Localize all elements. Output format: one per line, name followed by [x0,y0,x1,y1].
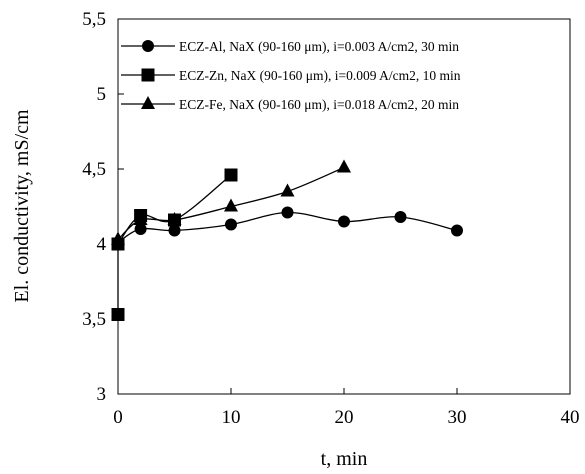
x-tick-label: 30 [448,407,467,428]
x-tick-label: 10 [222,407,241,428]
data-point-circle [338,215,350,228]
y-tick-label: 5,5 [82,9,106,30]
legend-label: ECZ-Fe, NaX (90-160 μm), i=0.018 A/cm2, … [179,97,459,112]
data-point-circle [134,223,147,235]
x-axis-label: t, min [321,448,368,470]
data-point-triangle [133,212,148,225]
data-point-triangle [337,159,351,173]
y-axis-label: El. conductivity, mS/cm [11,109,33,303]
legend-marker-square [141,68,155,82]
data-point-triangle [280,183,295,197]
legend-label: ECZ-Zn, NaX (90-160 μm), i=0.009 A/cm2, … [179,68,461,83]
data-point-square [224,168,238,182]
legend-marker-circle [142,40,154,52]
y-tick-label: 4 [97,234,107,255]
axis-ticks: 0 10 20 30 40 3 3,5 4 4,5 5 5,5 [82,9,579,428]
series-markers [111,159,463,321]
x-tick-label: 40 [561,407,580,428]
y-tick-label: 5 [97,84,107,105]
y-tick-label: 3 [97,384,107,405]
legend: ECZ-Al, NaX (90-160 μm), i=0.003 A/cm2, … [121,39,461,112]
data-point-triangle [167,212,182,225]
y-tick-label: 4,5 [82,159,106,180]
data-point-circle [394,211,407,223]
x-tick-label: 20 [335,407,354,428]
x-tick-label: 0 [113,407,123,428]
legend-marker-triangle [141,96,155,109]
data-point-circle [225,218,237,231]
data-point-circle [451,224,463,237]
legend-label: ECZ-Al, NaX (90-160 μm), i=0.003 A/cm2, … [179,39,459,54]
data-point-triangle [111,231,125,245]
data-point-square [111,308,125,321]
data-point-circle [168,224,181,237]
y-tick-label: 3,5 [82,309,106,330]
data-point-triangle [224,198,238,212]
data-point-circle [281,206,294,219]
